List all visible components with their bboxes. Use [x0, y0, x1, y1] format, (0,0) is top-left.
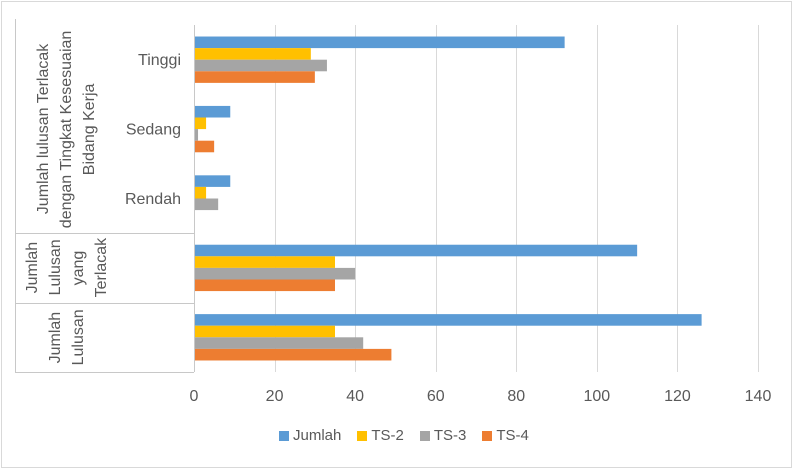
category-group-label-box: Jumlah Lulusan: [15, 303, 118, 372]
bar-ts-3-rendah: [194, 198, 219, 211]
bar-ts-4-jumlah-lulusan-yang-terlacak: [194, 279, 335, 292]
legend-label-jumlah: Jumlah: [293, 427, 342, 444]
bar-ts-2-sedang: [194, 117, 207, 130]
bar-ts-3-tinggi: [194, 59, 327, 72]
category-group-label-box: Jumlah lulusan Terlacak dengan Tingkat K…: [15, 25, 118, 233]
legend-swatch-jumlah: [279, 431, 289, 441]
category-label-sedang: Sedang: [126, 122, 181, 139]
bar-ts-4-sedang: [194, 140, 215, 153]
bar-ts-4-jumlah-lulusan: [194, 348, 392, 361]
bar-ts-3-jumlah-lulusan-yang-terlacak: [194, 267, 356, 280]
bar-jumlah-jumlah-lulusan: [194, 314, 702, 326]
category-label-tinggi: Tinggi: [138, 52, 181, 69]
bar-jumlah-tinggi: [194, 36, 565, 49]
category-axis: Tinggi Sedang Rendah: [15, 19, 195, 373]
category-group-label-box: Jumlah Lulusan yang Terlacak: [15, 233, 118, 302]
legend-item-ts-3: TS-3: [419, 427, 467, 445]
x-axis-tick-labels: 0 20 40 60 80 100 120 140: [190, 388, 772, 405]
bar-ts-4-tinggi: [194, 71, 315, 83]
legend-swatch-ts-4: [482, 431, 493, 441]
category-group-label-jumlah-lulusan: Jumlah Lulusan: [46, 309, 87, 366]
bar-ts-2-jumlah-lulusan: [194, 325, 335, 338]
legend-swatch-ts-3: [419, 431, 430, 441]
bar-ts-2-jumlah-lulusan-yang-terlacak: [194, 256, 335, 268]
x-tick-label-20: 20: [266, 388, 284, 405]
x-tick-label-120: 120: [664, 388, 691, 405]
bar-ts-3-sedang: [194, 129, 199, 141]
x-tick-label-40: 40: [346, 388, 364, 405]
x-tick-label-0: 0: [190, 388, 199, 405]
legend-item-jumlah: Jumlah: [279, 427, 341, 445]
legend-label-ts-2: TS-2: [371, 427, 404, 444]
bar-jumlah-jumlah-lulusan-yang-terlacak: [194, 244, 638, 257]
category-group-label-jumlah-lulusan-terlacak-dengan-tingkat-kesesuaian-bidang-kerja: Jumlah lulusan Terlacak dengan Tingkat K…: [35, 30, 98, 228]
bar-ts-2-tinggi: [194, 48, 311, 60]
x-tick-label-80: 80: [507, 388, 525, 405]
bar-jumlah-rendah: [194, 175, 231, 187]
bars: [194, 36, 702, 361]
bar-jumlah-sedang: [194, 105, 231, 118]
legend-item-ts-2: TS-2: [357, 427, 404, 445]
bar-ts-2-rendah: [194, 186, 207, 199]
x-tick-label-60: 60: [427, 388, 445, 405]
legend-label-ts-4: TS-4: [496, 427, 529, 444]
legend-swatch-ts-2: [357, 431, 368, 441]
legend-label-ts-3: TS-3: [433, 427, 467, 444]
category-group-label-jumlah-lulusan-yang-terlacak: Jumlah Lulusan yang Terlacak: [23, 238, 110, 298]
bar-ts-3-jumlah-lulusan: [194, 337, 364, 349]
legend-item-ts-4: TS-4: [482, 427, 529, 445]
category-label-rendah: Rendah: [125, 191, 181, 208]
legend: Jumlah TS-2 TS-3 TS-4: [279, 427, 529, 445]
x-tick-label-140: 140: [745, 388, 772, 405]
x-tick-label-100: 100: [584, 388, 611, 405]
